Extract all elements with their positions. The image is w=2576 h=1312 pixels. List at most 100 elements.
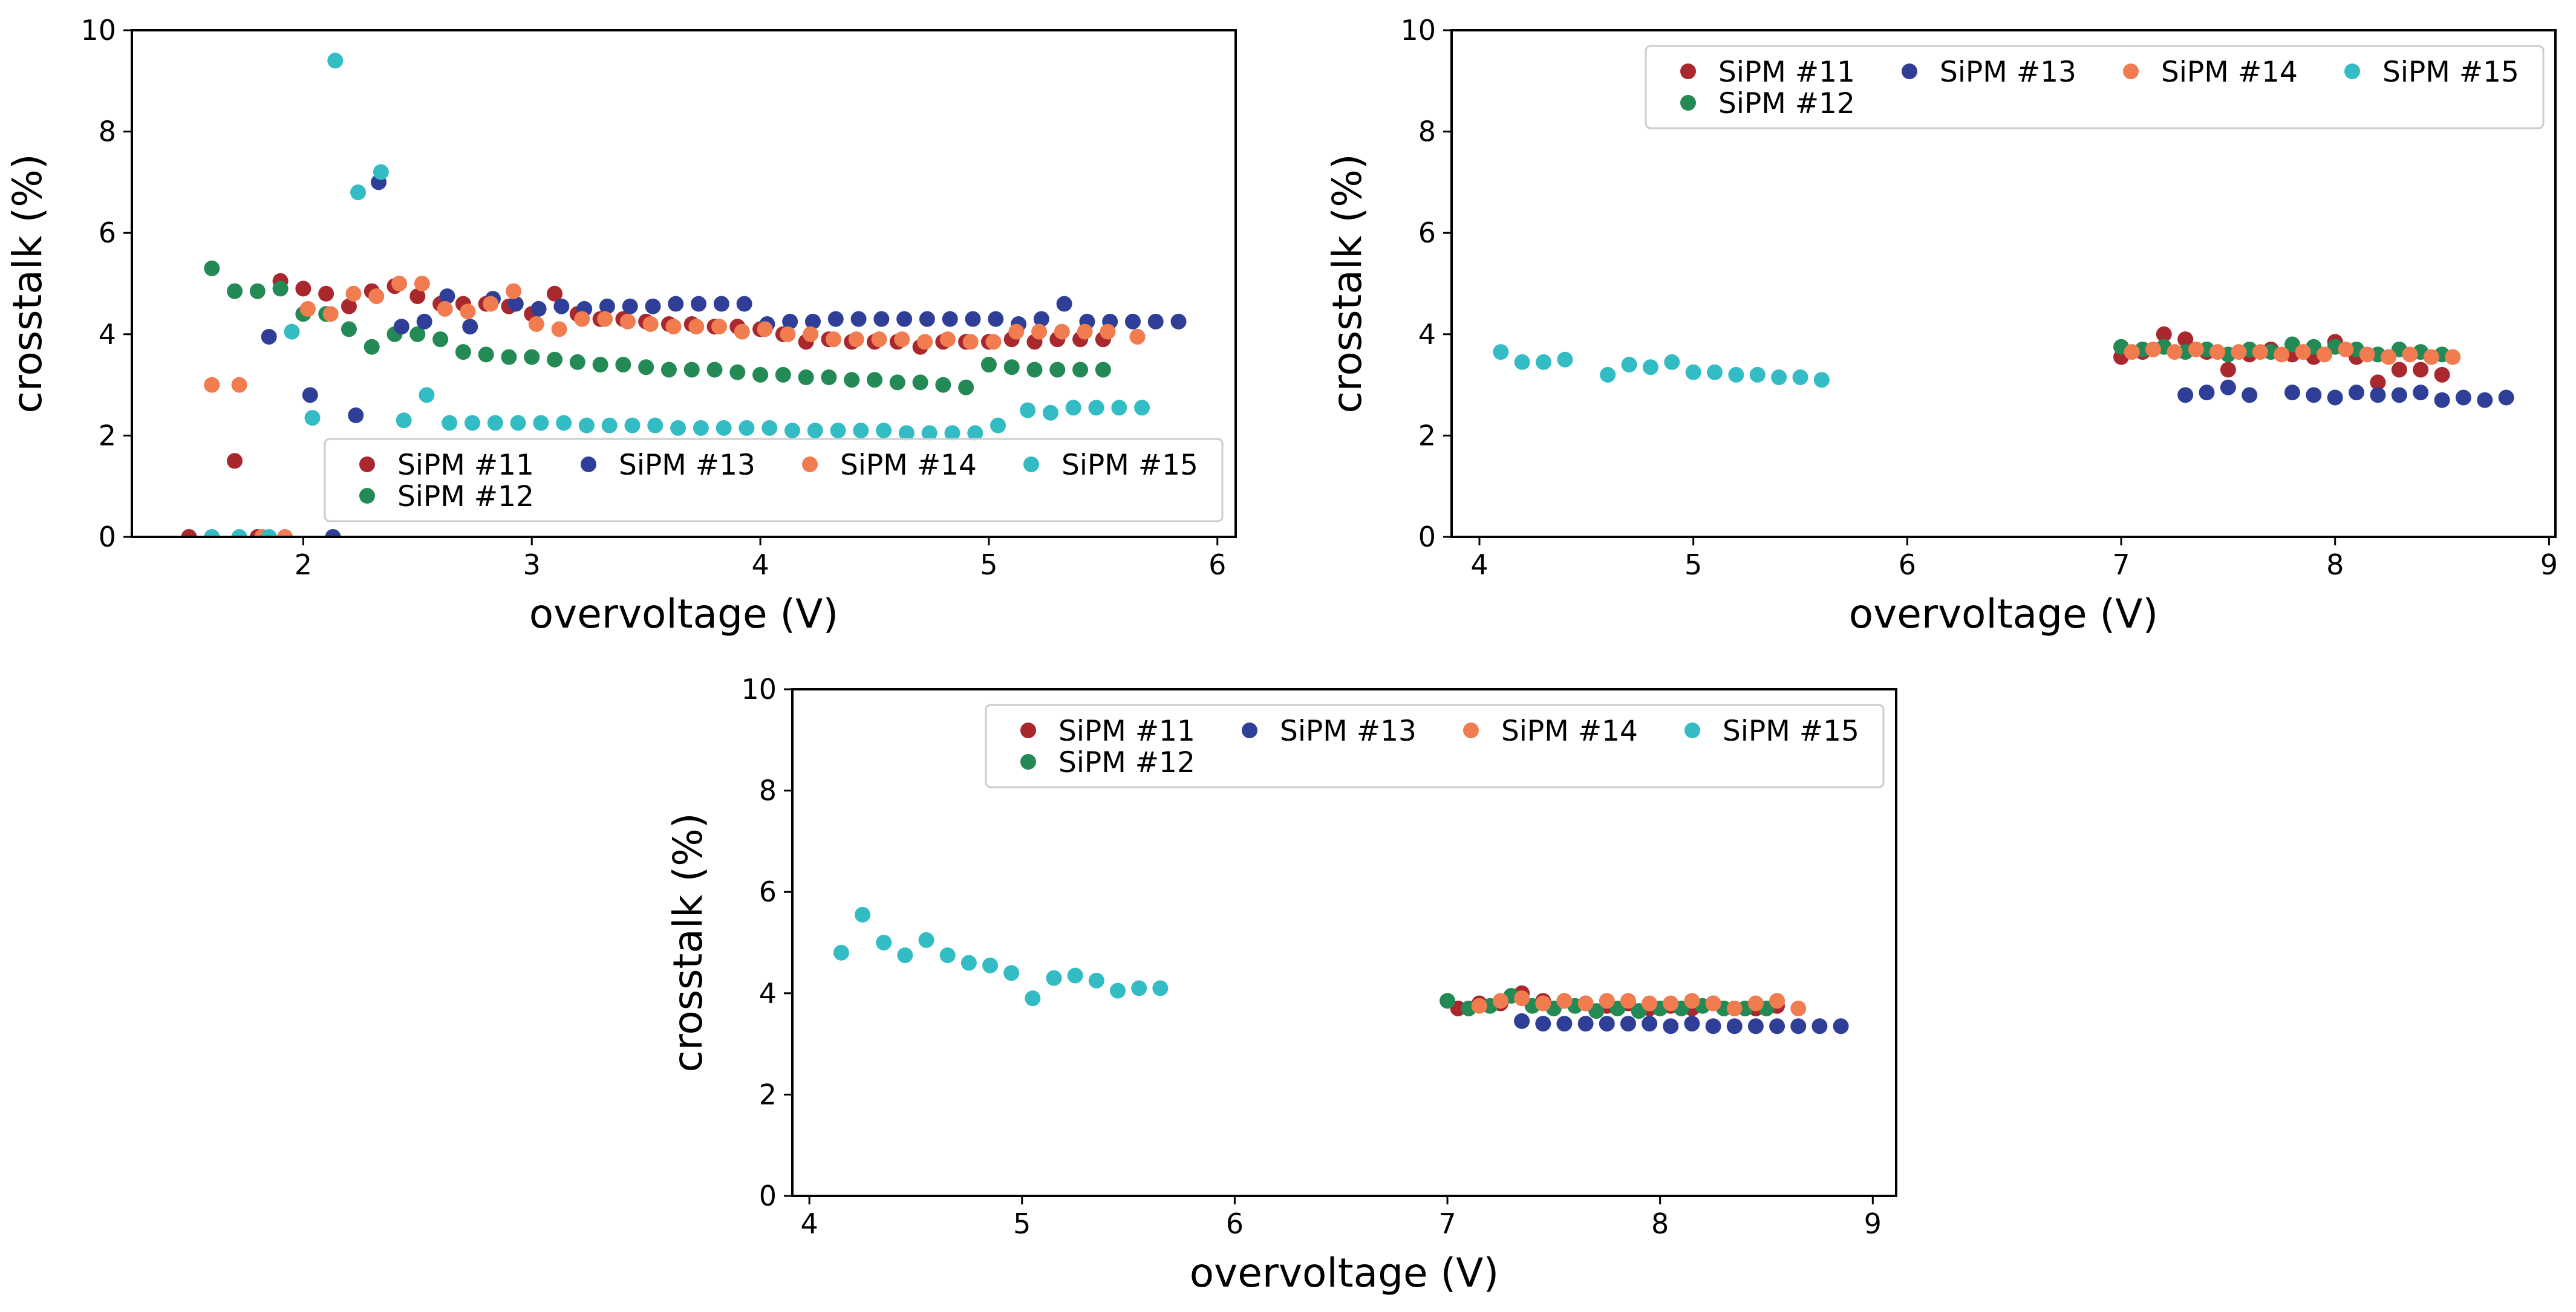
data-point <box>850 311 867 327</box>
data-point <box>1556 993 1573 1009</box>
data-point <box>917 334 933 350</box>
data-point <box>1684 1016 1700 1032</box>
data-point <box>706 362 723 378</box>
legend-label: SiPM #14 <box>1501 715 1638 748</box>
data-point <box>1664 354 1680 370</box>
data-point <box>439 288 455 304</box>
data-point <box>619 313 636 330</box>
data-point <box>284 323 300 340</box>
data-point <box>1020 402 1036 418</box>
x-tick-label: 2 <box>295 548 312 581</box>
plot-area-1 <box>181 53 1187 537</box>
data-point <box>478 346 494 363</box>
data-point <box>204 377 220 393</box>
data-point <box>1726 1000 1743 1016</box>
data-point <box>1088 400 1104 416</box>
data-point <box>1056 296 1072 312</box>
data-point <box>528 316 544 333</box>
data-point <box>873 311 890 327</box>
data-point <box>1536 354 1552 370</box>
legend-marker <box>2123 63 2139 79</box>
axes-frame <box>131 29 1237 538</box>
data-point <box>1663 1018 1679 1034</box>
data-point <box>1642 359 1658 375</box>
data-point <box>2199 385 2215 401</box>
data-point <box>1577 995 1594 1012</box>
data-point <box>988 311 1004 327</box>
data-point <box>782 313 798 330</box>
y-tick-label: 4 <box>99 318 116 351</box>
data-point <box>432 331 449 348</box>
data-point <box>1054 323 1070 340</box>
data-point <box>624 417 641 434</box>
data-point <box>1747 1018 1764 1034</box>
data-point <box>798 369 814 386</box>
legend-marker <box>581 456 596 472</box>
data-point <box>373 164 389 180</box>
data-point <box>2167 344 2183 360</box>
data-point <box>2295 344 2311 360</box>
data-point <box>597 311 613 327</box>
data-point <box>2359 346 2375 363</box>
data-point <box>2423 349 2439 365</box>
legend-marker <box>1680 95 1696 111</box>
data-point <box>1769 993 1785 1009</box>
series-sipm13 <box>2177 379 2514 408</box>
data-point <box>442 415 458 431</box>
data-point <box>1535 1016 1551 1032</box>
axes-frame <box>1450 29 2557 538</box>
data-point <box>1088 972 1104 989</box>
data-point <box>942 311 958 327</box>
data-point <box>204 260 220 276</box>
x-tick-label: 6 <box>1226 1207 1244 1240</box>
data-point <box>2477 392 2493 408</box>
data-point <box>1072 362 1089 378</box>
data-point <box>510 415 526 431</box>
data-point <box>807 423 823 439</box>
plot-area-3 <box>833 906 1849 1034</box>
data-point <box>364 339 380 355</box>
data-point <box>1131 980 1147 996</box>
legend: SiPM #11 SiPM #13 SiPM #14 SiPM #15 SiPM #12 <box>985 704 1885 788</box>
data-point <box>1642 1016 1658 1032</box>
data-point <box>1599 993 1615 1009</box>
data-point <box>341 321 357 337</box>
data-point <box>2370 374 2386 391</box>
data-point <box>867 372 883 388</box>
legend-label: SiPM #14 <box>840 449 977 482</box>
data-point <box>437 300 453 317</box>
data-point <box>1003 359 1020 375</box>
data-point <box>1147 313 1164 330</box>
data-point <box>261 328 277 345</box>
series-sipm14 <box>1471 990 1807 1016</box>
data-point <box>2370 387 2386 403</box>
data-point <box>716 420 732 436</box>
data-point <box>990 417 1006 434</box>
data-point <box>693 420 709 436</box>
data-point <box>350 184 367 201</box>
data-point <box>2220 379 2236 395</box>
data-point <box>506 283 522 299</box>
data-point <box>1110 982 1126 999</box>
data-point <box>391 276 408 291</box>
axes-frame <box>791 688 1897 1197</box>
data-point <box>2434 366 2450 383</box>
x-tick-label: 3 <box>523 548 541 581</box>
y-tick-label: 8 <box>759 775 777 807</box>
data-point <box>261 529 277 537</box>
data-point <box>1790 1018 1807 1034</box>
data-point <box>1111 400 1127 416</box>
y-tick-label: 2 <box>759 1078 777 1111</box>
y-axis-label: crosstalk (%) <box>665 813 711 1072</box>
data-point <box>752 366 769 383</box>
data-point <box>227 283 243 299</box>
data-point <box>1705 995 1721 1012</box>
x-axis-label: overvoltage (V) <box>1190 1250 1499 1296</box>
legend-marker <box>1684 723 1700 738</box>
data-point <box>827 311 844 327</box>
data-point <box>982 957 999 973</box>
x-tick-label: 7 <box>2112 548 2130 581</box>
data-point <box>2402 346 2418 363</box>
y-tick-label: 10 <box>741 673 777 706</box>
data-point <box>1684 993 1700 1009</box>
